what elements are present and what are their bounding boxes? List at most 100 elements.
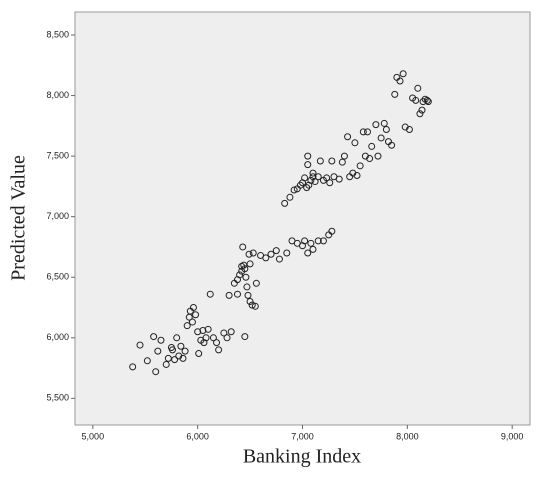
point [136, 341, 144, 349]
point [241, 333, 249, 341]
x-tick-label: 8,000 [396, 431, 419, 441]
point [179, 354, 187, 362]
point [227, 328, 235, 336]
plot-area [74, 11, 531, 426]
point [245, 250, 253, 258]
point [311, 178, 319, 186]
point [423, 96, 431, 104]
point [234, 290, 241, 298]
point [209, 334, 217, 342]
point [309, 245, 317, 253]
point [366, 155, 374, 163]
point [215, 346, 223, 354]
point [328, 157, 336, 165]
point [154, 347, 162, 355]
x-tick-label: 6,000 [186, 431, 209, 441]
point [164, 354, 172, 362]
point [206, 290, 214, 298]
point [169, 346, 176, 354]
point [252, 279, 260, 287]
point [301, 174, 309, 182]
point [192, 311, 200, 319]
point [243, 283, 251, 291]
point [251, 302, 259, 310]
point [194, 328, 202, 336]
point [382, 125, 390, 133]
point [326, 179, 334, 187]
point [220, 329, 228, 337]
point [290, 186, 298, 194]
point [152, 368, 160, 376]
point [225, 291, 233, 299]
point [239, 243, 247, 251]
point [248, 301, 256, 309]
point [414, 84, 422, 92]
point [249, 249, 257, 257]
point [286, 193, 294, 201]
y-tick-label: 7,500 [46, 151, 69, 161]
y-tick-label: 8,500 [46, 29, 69, 39]
point [309, 169, 317, 177]
point [262, 254, 270, 262]
point [316, 157, 324, 165]
point [351, 139, 359, 147]
point [162, 360, 170, 368]
point [188, 318, 196, 326]
point [171, 356, 179, 364]
point [335, 175, 343, 183]
point [405, 125, 413, 133]
point [359, 128, 367, 136]
point [246, 297, 254, 305]
point [314, 237, 322, 245]
point [399, 70, 407, 78]
point [338, 158, 346, 166]
y-tick-label: 5,500 [46, 393, 69, 403]
point [424, 98, 432, 106]
point [304, 152, 312, 160]
point [143, 357, 151, 365]
point [368, 142, 376, 150]
point [204, 325, 212, 333]
point [242, 273, 250, 281]
point [307, 176, 315, 184]
point [177, 342, 185, 350]
y-tick-label: 6,000 [46, 332, 69, 342]
point [267, 250, 275, 258]
point [416, 110, 424, 118]
point [372, 121, 380, 129]
point [272, 247, 280, 255]
point [150, 333, 158, 341]
point [356, 162, 364, 170]
point [364, 128, 371, 136]
point [202, 334, 210, 342]
point [412, 96, 420, 104]
point [223, 334, 231, 342]
x-tick-label: 5,000 [82, 431, 105, 441]
point [181, 347, 189, 355]
point [189, 304, 197, 312]
y-tick-label: 7,000 [46, 211, 69, 221]
point [323, 174, 331, 182]
point [301, 237, 309, 245]
point [388, 141, 396, 149]
point [391, 90, 399, 98]
point [195, 350, 203, 358]
point [173, 334, 181, 342]
point [418, 106, 426, 114]
point [281, 199, 289, 207]
point [340, 152, 348, 160]
y-axis-title: Predicted Value [8, 155, 30, 281]
point [344, 133, 352, 141]
point [314, 173, 322, 181]
point [396, 77, 404, 85]
point [283, 249, 291, 257]
point [380, 119, 388, 127]
point [183, 322, 191, 330]
point [246, 260, 254, 268]
point [377, 134, 385, 142]
point [304, 249, 312, 257]
point [238, 262, 246, 270]
point [319, 237, 327, 245]
